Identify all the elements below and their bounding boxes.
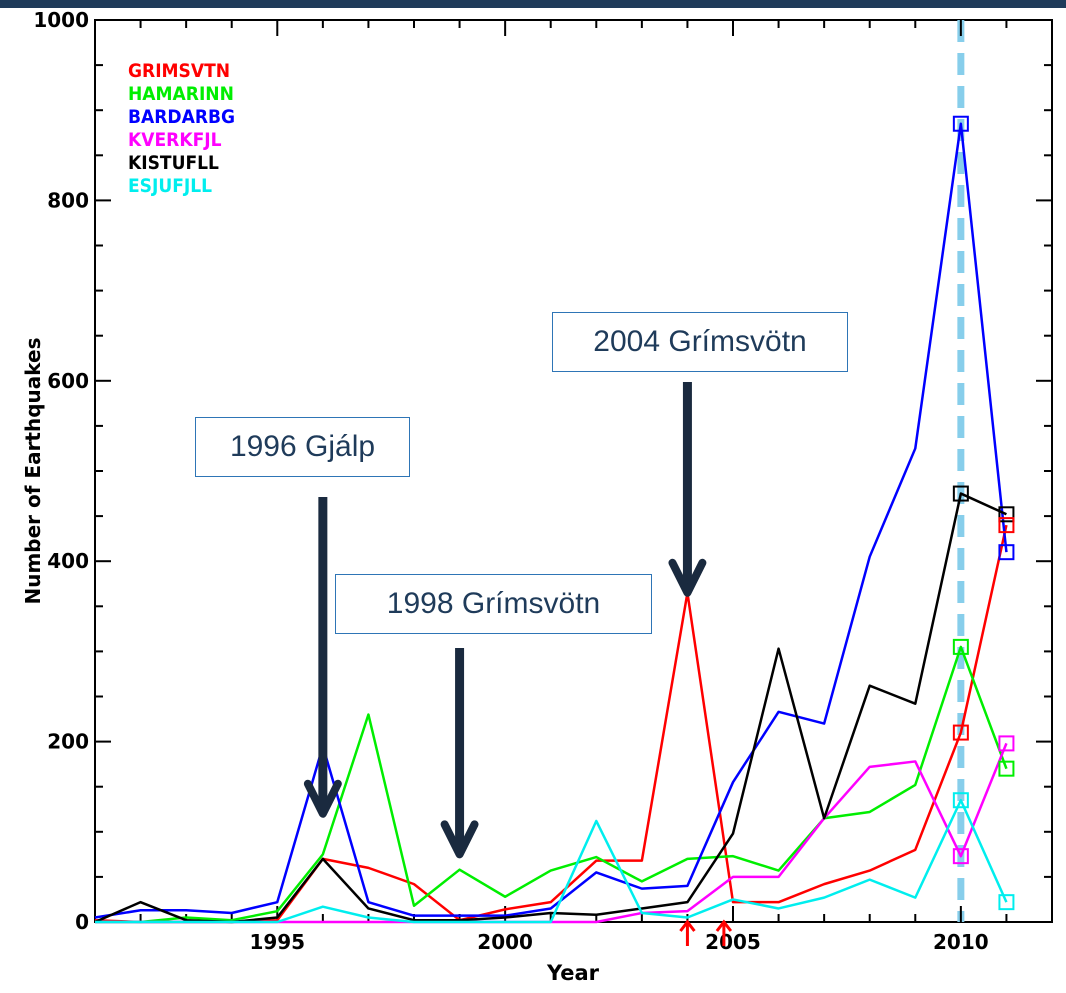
legend: GRIMSVTNHAMARINNBARDARBGKVERKFJLKISTUFLL… xyxy=(128,60,235,197)
marker-bardarbg-2011 xyxy=(998,544,1015,561)
marker-bardarbg-2010 xyxy=(952,115,969,132)
marker-hamarinn-2011 xyxy=(998,760,1015,777)
y-tick-label: 600 xyxy=(47,369,89,393)
legend-entry-esjufjll: ESJUFJLL xyxy=(128,175,212,197)
series-line-hamarinn xyxy=(95,645,1008,924)
x-tick-label: 2000 xyxy=(477,930,533,954)
legend-entry-kistufll: KISTUFLL xyxy=(128,152,219,174)
y-axis-label: Number of Earthquakes xyxy=(21,337,45,604)
annotation-arrows xyxy=(303,382,733,946)
marker-kverkfjl-2010 xyxy=(952,848,969,865)
annotation-arrow-head xyxy=(668,558,707,597)
legend-entry-kverkfjl: KVERKFJL xyxy=(128,129,222,151)
legend-entry-grimsvtn: GRIMSVTN xyxy=(128,60,230,82)
y-tick-label: 400 xyxy=(47,549,89,573)
marker-grimsvtn-2010 xyxy=(952,724,969,741)
series-layer xyxy=(94,122,1008,924)
marker-esjufjll-2010 xyxy=(952,792,969,809)
annotation-1998-grimsvotn: 1998 Grímsvötn xyxy=(335,574,652,634)
annotation-2004-grimsvotn: 2004 Grímsvötn xyxy=(552,312,848,372)
legend-entry-hamarinn: HAMARINN xyxy=(128,83,234,105)
axis-ticks: 1995 2000 2005 2010 0 200 400 600 800 1000 xyxy=(33,8,1053,954)
annotation-1996-gjalp: 1996 Gjálp xyxy=(195,417,410,477)
red-arrow-head xyxy=(679,919,696,932)
series-line-kverkfjl xyxy=(95,742,1008,924)
red-arrow-head xyxy=(715,919,733,932)
marker-layer xyxy=(952,115,1015,911)
y-tick-label: 800 xyxy=(47,188,89,212)
series-line-bardarbg xyxy=(94,122,1008,919)
series-line-esjufjll xyxy=(95,798,1008,924)
x-tick-label: 2005 xyxy=(705,930,761,954)
annotation-arrow-head xyxy=(440,820,479,859)
marker-grimsvtn-2011 xyxy=(998,517,1015,534)
marker-esjufjll-2011 xyxy=(998,894,1015,911)
series-line-kistufll xyxy=(94,492,1007,924)
annotation-arrow-head xyxy=(303,779,342,818)
marker-kistufll-2011 xyxy=(998,506,1015,523)
x-axis-label: Year xyxy=(546,961,600,985)
y-tick-label: 1000 xyxy=(33,8,89,32)
x-tick-label: 2010 xyxy=(933,930,989,954)
marker-kverkfjl-2011 xyxy=(998,735,1015,752)
y-tick-label: 0 xyxy=(75,910,89,934)
title-bar-strip xyxy=(0,0,1066,8)
y-tick-label: 200 xyxy=(47,730,89,754)
legend-entry-bardarbg: BARDARBG xyxy=(128,106,235,128)
marker-kistufll-2010 xyxy=(952,485,969,502)
marker-hamarinn-2010 xyxy=(952,638,969,655)
x-tick-label: 1995 xyxy=(249,930,305,954)
